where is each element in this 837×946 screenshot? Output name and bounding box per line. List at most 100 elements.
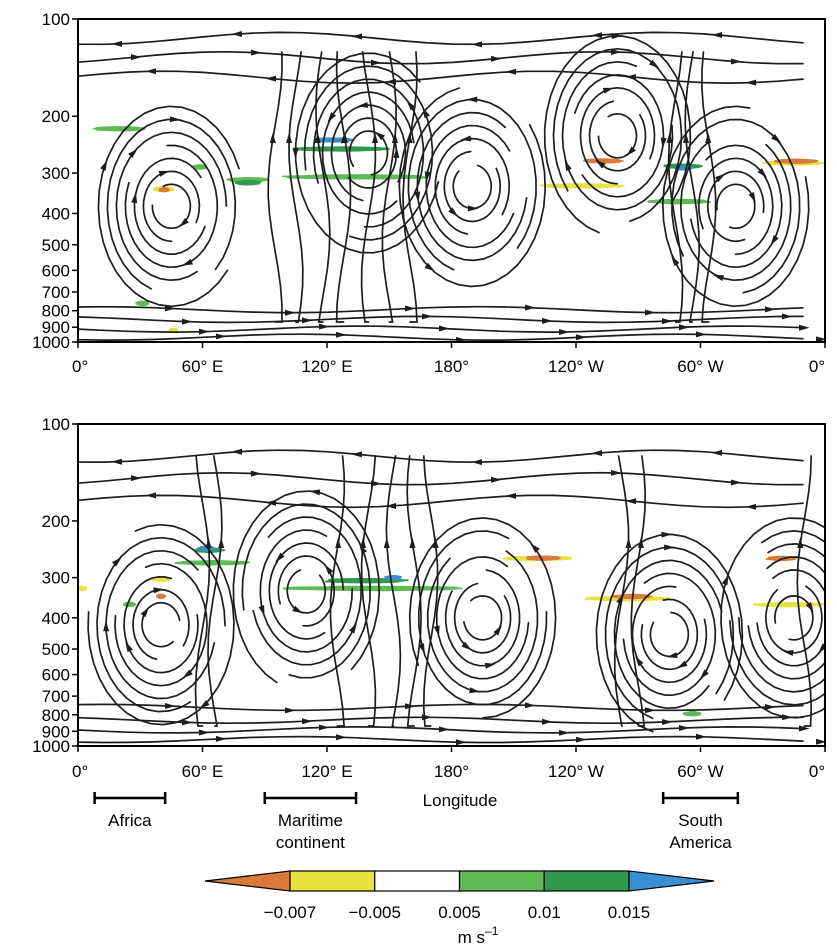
streamline-arrow xyxy=(818,643,825,654)
streamline-arrow xyxy=(335,331,347,338)
streamline-arrow xyxy=(406,132,413,144)
streamline xyxy=(194,455,211,727)
streamline-arrow xyxy=(145,68,157,75)
streamline xyxy=(452,164,493,210)
shaded-region xyxy=(682,710,702,717)
streamline-arrow xyxy=(372,132,378,144)
streamline-arrow xyxy=(414,191,421,203)
streamline-arrow xyxy=(318,323,330,330)
streamline-arrow xyxy=(815,336,825,342)
streamline xyxy=(774,595,814,641)
streamline-arrow xyxy=(284,707,296,714)
streamline-arrow xyxy=(438,325,450,332)
streamline xyxy=(78,703,804,712)
streamline xyxy=(268,542,345,640)
streamline xyxy=(105,549,216,700)
shaded-region xyxy=(92,126,146,132)
streamline xyxy=(463,595,503,641)
streamline xyxy=(329,455,346,727)
streamline-arrow xyxy=(370,59,382,66)
streamline-arrow xyxy=(292,148,299,159)
streamline-arrow xyxy=(314,132,321,144)
streamline xyxy=(330,104,407,202)
streamline xyxy=(312,78,425,228)
streamline-arrow xyxy=(404,305,416,312)
streamline-arrow xyxy=(335,734,347,741)
streamline xyxy=(543,35,692,234)
streamline-arrow xyxy=(575,334,587,341)
streamline xyxy=(360,51,377,323)
streamline-arrow xyxy=(125,641,133,653)
streamline-arrow xyxy=(711,449,723,456)
streamline-arrow xyxy=(644,707,656,714)
shaded-region xyxy=(384,575,402,581)
streamline xyxy=(573,74,665,198)
streamline-arrow xyxy=(231,448,243,455)
streamline-arrow xyxy=(827,666,837,675)
x-tick-label: 60° E xyxy=(182,357,224,376)
streamline-arrow xyxy=(815,738,825,745)
streamline xyxy=(78,333,804,341)
streamline xyxy=(348,130,389,176)
streamline-arrow xyxy=(626,146,636,156)
shaded-region xyxy=(234,180,262,186)
streamline xyxy=(597,112,638,159)
y-tick-label: 900 xyxy=(42,722,70,741)
streamline-arrow xyxy=(158,170,170,177)
streamline-arrow xyxy=(231,30,243,37)
y-tick-label: 600 xyxy=(42,666,70,685)
region-label: continent xyxy=(276,833,345,852)
streamline-arrow xyxy=(349,622,357,634)
streamline-arrow xyxy=(715,173,726,183)
streamline-arrow xyxy=(391,132,398,144)
streamline-arrow xyxy=(826,651,835,661)
streamline xyxy=(408,517,557,719)
streamline xyxy=(97,105,240,308)
streamline xyxy=(435,556,530,680)
streamline-arrow xyxy=(721,574,729,586)
streamline-arrow xyxy=(374,131,385,141)
streamline-arrow xyxy=(406,100,416,111)
streamline-arrow xyxy=(745,79,757,86)
streamline-arrow xyxy=(198,729,210,736)
y-tick-label: 1000 xyxy=(32,333,70,352)
streamline-arrow xyxy=(100,160,108,171)
streamline-arrow xyxy=(181,719,193,726)
streamline-arrow xyxy=(422,107,430,119)
x-tick-label: 0° xyxy=(809,357,825,376)
streamline-arrow xyxy=(178,217,189,228)
x-tick-label: 0° xyxy=(72,357,88,376)
streamline-arrow xyxy=(676,660,688,669)
streamline xyxy=(340,117,398,189)
streamline-arrow xyxy=(764,306,776,313)
streamline-arrow xyxy=(199,700,210,709)
streamline xyxy=(78,494,804,509)
streamline-arrow xyxy=(318,724,330,731)
streamline xyxy=(444,569,521,667)
shaded-region xyxy=(281,174,429,180)
streamline-arrow xyxy=(490,476,502,483)
streamline-arrow xyxy=(164,703,176,710)
streamline-arrow xyxy=(591,32,603,39)
shaded-region xyxy=(774,158,819,164)
streamline xyxy=(360,455,377,727)
streamline xyxy=(232,490,381,684)
streamline xyxy=(622,572,717,697)
x-tick-label: 60° W xyxy=(677,762,723,781)
x-tick-label: 60° E xyxy=(182,762,224,781)
streamline xyxy=(671,118,801,294)
streamline xyxy=(78,471,804,486)
streamline-arrow xyxy=(455,739,467,746)
streamline xyxy=(385,455,402,727)
shaded-region xyxy=(526,555,561,561)
streamline-arrow xyxy=(324,564,334,575)
streamline-arrow xyxy=(215,333,227,340)
streamline-arrow xyxy=(164,305,176,312)
streamline xyxy=(649,611,690,658)
streamline-arrow xyxy=(469,687,481,694)
streamline-arrow xyxy=(524,304,536,311)
colorbar-unit: m s–1 xyxy=(458,924,499,946)
streamline xyxy=(151,183,192,230)
streamline-arrow xyxy=(301,718,313,725)
